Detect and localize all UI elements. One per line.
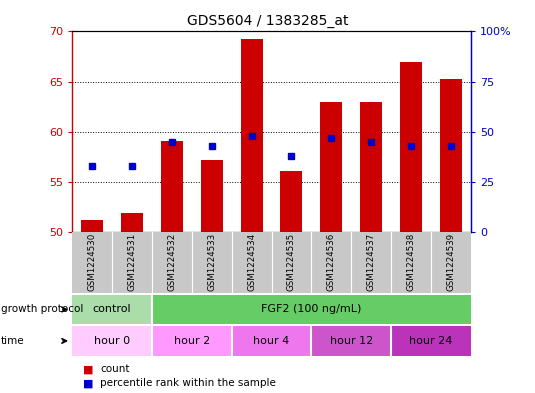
- Bar: [440, 79, 462, 232]
- Bar: [400, 61, 422, 232]
- Text: hour 0: hour 0: [94, 336, 130, 346]
- Text: hour 12: hour 12: [330, 336, 373, 346]
- Bar: [81, 220, 103, 232]
- Text: FGF2 (100 ng/mL): FGF2 (100 ng/mL): [261, 305, 362, 314]
- Bar: [72, 326, 152, 356]
- Bar: [121, 213, 143, 232]
- Text: hour 2: hour 2: [174, 336, 210, 346]
- Text: GSM1224531: GSM1224531: [127, 233, 136, 292]
- Bar: [391, 326, 471, 356]
- Text: percentile rank within the sample: percentile rank within the sample: [100, 378, 276, 388]
- Text: GSM1224536: GSM1224536: [327, 233, 336, 292]
- Text: GSM1224535: GSM1224535: [287, 233, 296, 292]
- Text: GSM1224532: GSM1224532: [167, 233, 177, 292]
- Text: GSM1224533: GSM1224533: [207, 233, 216, 292]
- Bar: [320, 101, 342, 232]
- Bar: [241, 39, 263, 232]
- Text: GSM1224537: GSM1224537: [366, 233, 376, 292]
- Text: growth protocol: growth protocol: [1, 305, 83, 314]
- Text: GDS5604 / 1383285_at: GDS5604 / 1383285_at: [187, 14, 348, 28]
- Bar: [201, 160, 223, 232]
- Text: time: time: [1, 336, 25, 346]
- Text: hour 4: hour 4: [254, 336, 289, 346]
- Bar: [161, 141, 183, 232]
- Bar: [232, 326, 311, 356]
- Bar: [360, 101, 382, 232]
- Text: GSM1224534: GSM1224534: [247, 233, 256, 292]
- Text: hour 24: hour 24: [409, 336, 453, 346]
- Text: GSM1224538: GSM1224538: [407, 233, 416, 292]
- Text: count: count: [100, 364, 129, 375]
- Bar: [72, 295, 152, 324]
- Bar: [280, 171, 302, 232]
- Bar: [152, 326, 232, 356]
- Text: ■: ■: [83, 364, 94, 375]
- Bar: [152, 295, 471, 324]
- Text: GSM1224530: GSM1224530: [88, 233, 97, 292]
- Text: GSM1224539: GSM1224539: [446, 233, 455, 291]
- Text: ■: ■: [83, 378, 94, 388]
- Text: control: control: [93, 305, 132, 314]
- Bar: [311, 326, 391, 356]
